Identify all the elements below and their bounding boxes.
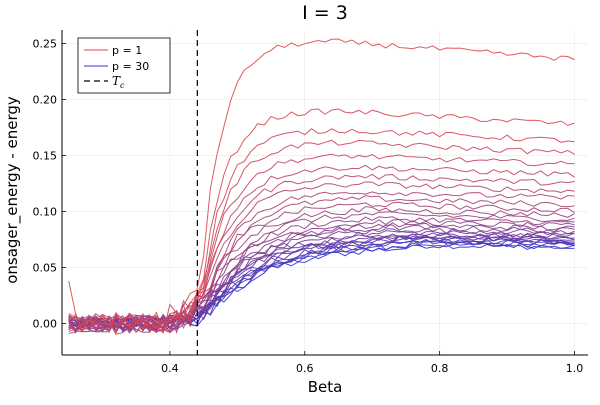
- series-line-p2: [68, 108, 575, 330]
- series-line-p6: [68, 164, 575, 332]
- series-line-p1: [68, 38, 575, 334]
- series-line-p17: [68, 224, 575, 332]
- legend-label-p1: p = 1: [112, 44, 142, 57]
- series-line-p13: [68, 211, 575, 330]
- series-line-p27: [68, 239, 575, 330]
- y-axis-label: onsager_energy - energy: [3, 96, 22, 284]
- x-tick-label: 1.0: [566, 362, 584, 375]
- y-tick-label: 0.20: [33, 93, 58, 106]
- x-tick-label: 0.8: [431, 362, 449, 375]
- legend: p = 1 p = 30 Tc: [77, 37, 171, 94]
- legend-label-p30: p = 30: [112, 60, 149, 73]
- series-line-p4: [68, 139, 575, 335]
- legend-label-tc: Tc: [112, 74, 125, 90]
- y-tick-label: 0.25: [33, 37, 58, 50]
- series-line-p7: [68, 173, 575, 334]
- chart-title: I = 3: [302, 2, 348, 24]
- y-tick-label: 0.15: [33, 150, 58, 163]
- series-line-p3: [68, 128, 575, 333]
- y-tick-label: 0.10: [33, 206, 58, 219]
- x-tick-label: 0.4: [161, 362, 179, 375]
- series-line-p9: [68, 191, 575, 335]
- y-tick-label: 0.00: [33, 318, 58, 331]
- x-tick-label: 0.6: [296, 362, 314, 375]
- x-axis-label: Beta: [308, 378, 343, 396]
- y-tick-label: 0.05: [33, 262, 58, 275]
- series-line-p10: [68, 195, 575, 334]
